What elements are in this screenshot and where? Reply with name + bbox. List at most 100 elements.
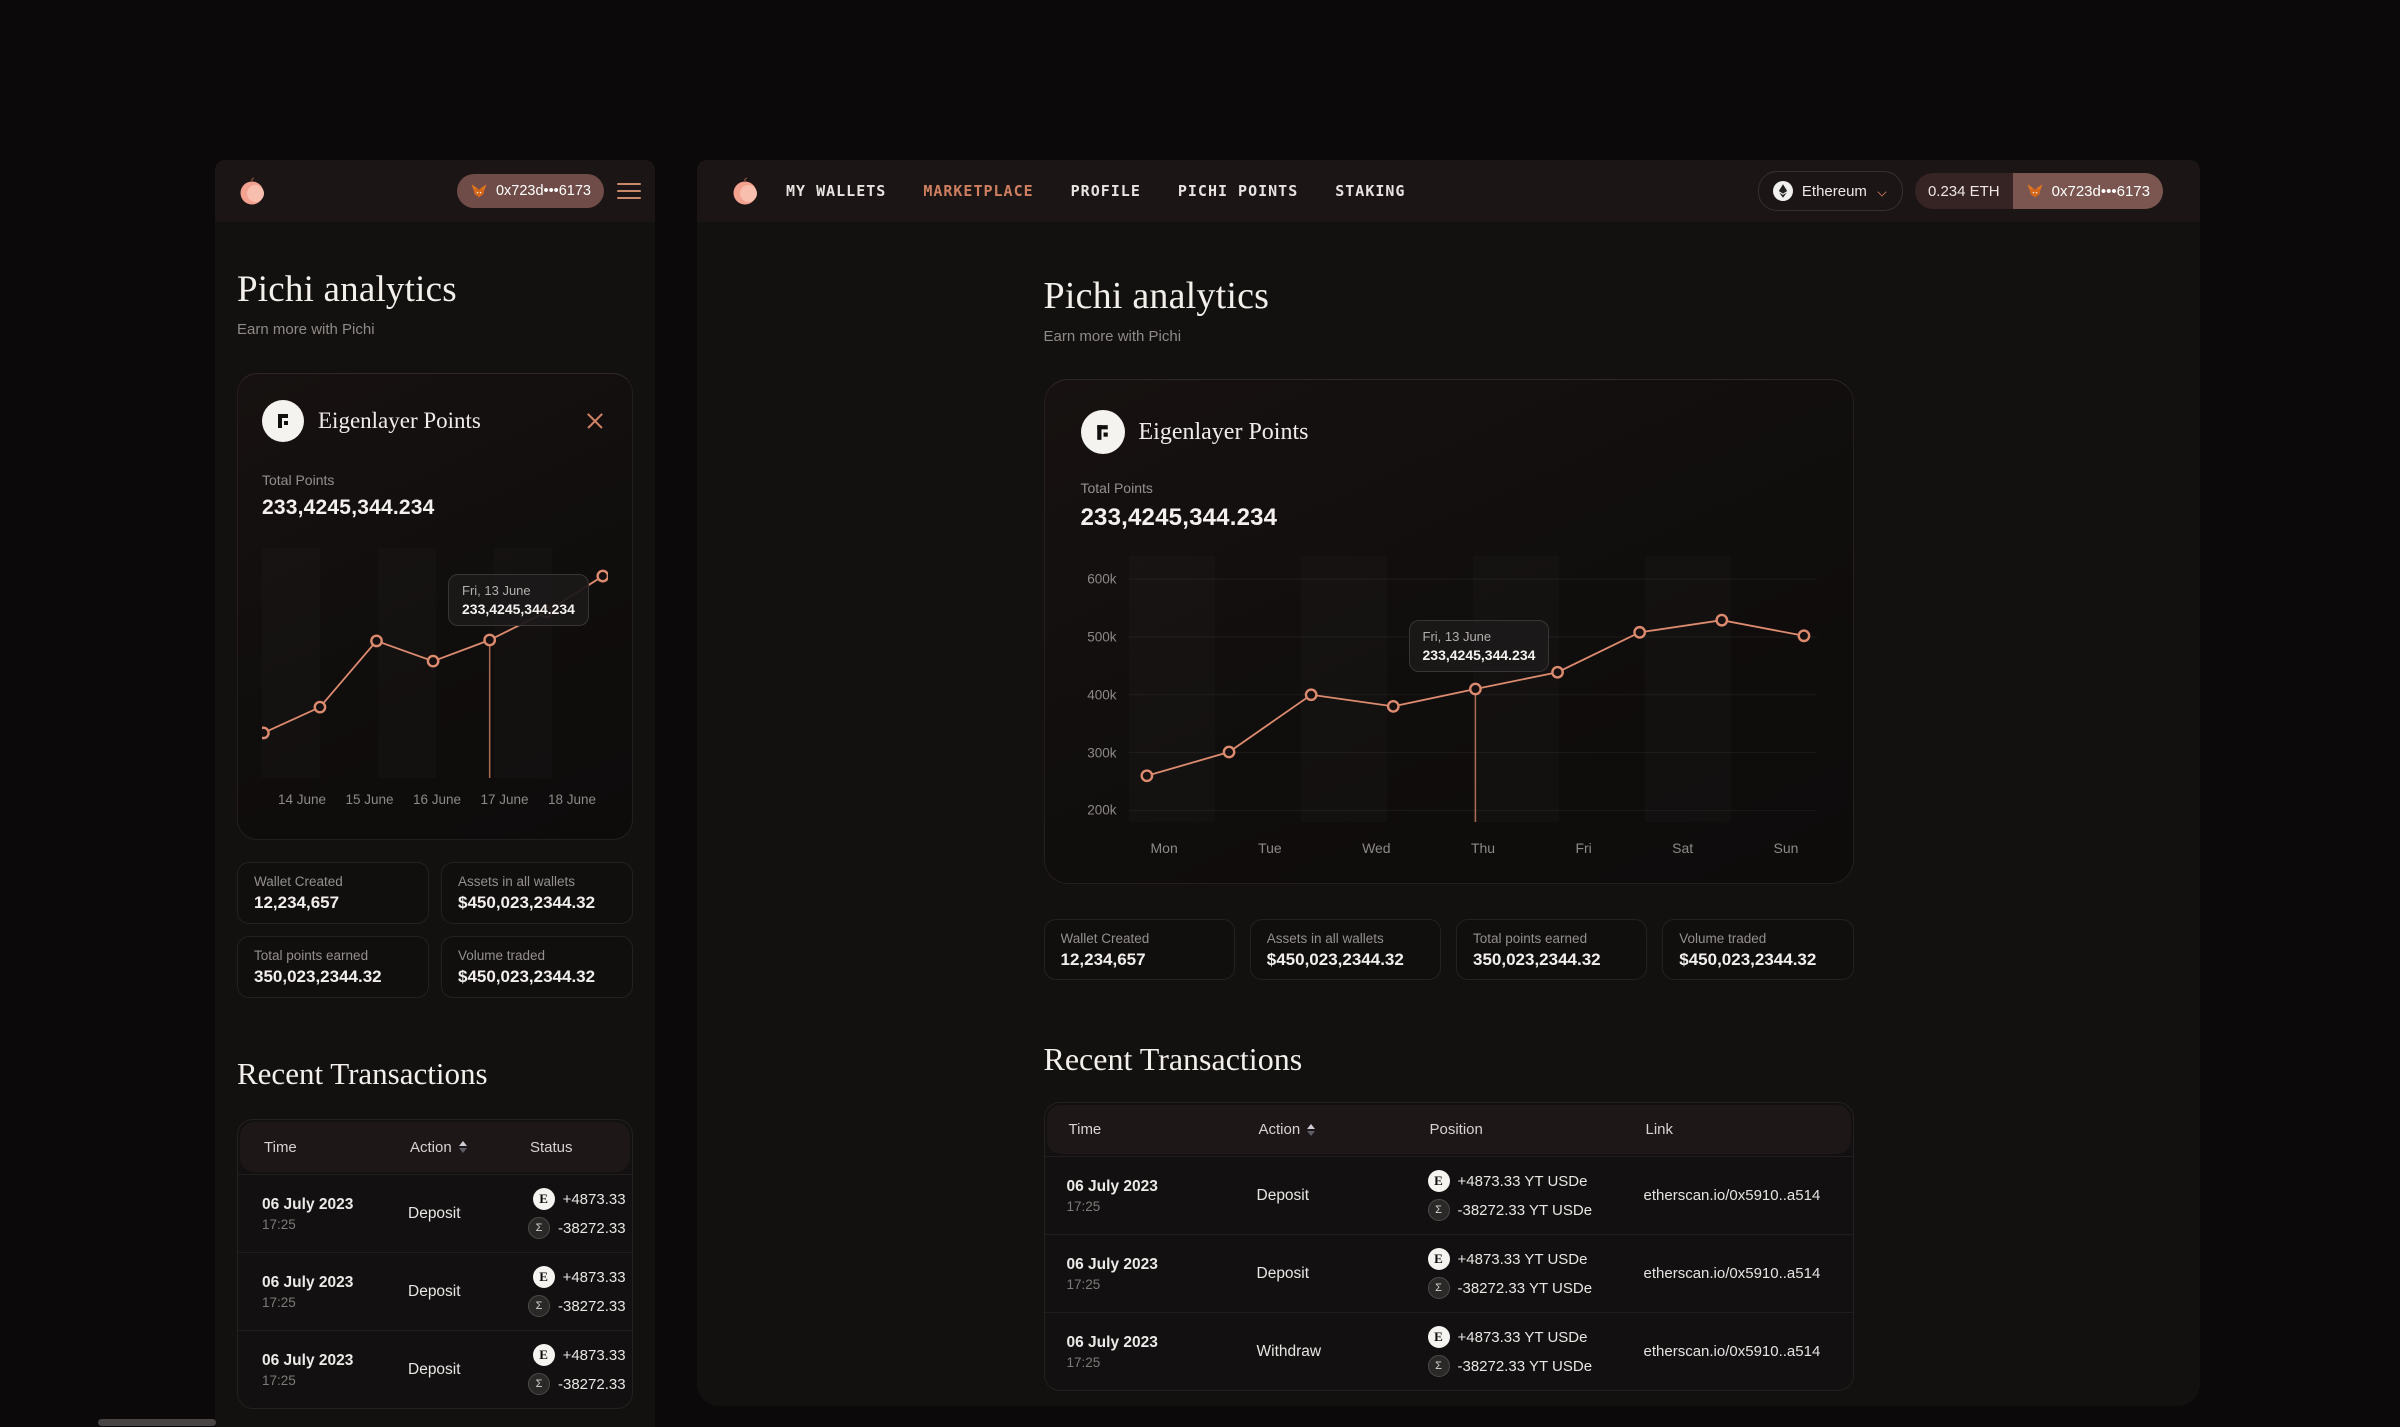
etherscan-link[interactable]: etherscan.io/0x5910..a514 xyxy=(1643,1265,1821,1282)
mobile-frame: 0x723d•••6173 Pichi analytics Earn more … xyxy=(215,160,655,1427)
pichi-logo-icon[interactable] xyxy=(237,176,267,206)
chart-data-point[interactable] xyxy=(1632,625,1646,639)
cell-time: 06 July 2023 17:25 xyxy=(1066,1177,1158,1214)
chevron-down-icon xyxy=(1878,188,1888,194)
total-points-value: 233,4245,344.234 xyxy=(262,496,435,519)
column-action[interactable]: Action xyxy=(410,1139,530,1156)
cell-time: 06 July 2023 17:25 xyxy=(262,1351,354,1388)
eigenlayer-points-card: Eigenlayer Points Total Points 233,4245,… xyxy=(237,373,633,840)
tooltip-value: 233,4245,344.234 xyxy=(1422,647,1536,663)
wallet-balance-pill[interactable]: 0.234 ETH 0x723d•••6173 xyxy=(1914,173,2163,209)
stat-value: $450,023,2344.32 xyxy=(458,893,596,912)
card-title: Eigenlayer Points xyxy=(1138,418,1309,445)
horizontal-scrollbar-thumb[interactable] xyxy=(98,1419,216,1426)
total-points-label: Total Points xyxy=(262,472,335,488)
column-action[interactable]: Action xyxy=(1259,1121,1430,1138)
chart-data-point[interactable] xyxy=(426,654,440,668)
column-time[interactable]: Time xyxy=(1068,1121,1102,1138)
nav-staking[interactable]: STAKING xyxy=(1335,182,1406,200)
table-row[interactable]: 06 July 2023 17:25 Deposit E +4873.33 Σ -3… xyxy=(238,1252,632,1330)
x-axis-tick-label: Fri xyxy=(1575,840,1592,856)
chart-data-point[interactable] xyxy=(483,633,497,647)
line-chart-plot[interactable]: Fri, 13 June 233,4245,344.234 xyxy=(262,548,608,778)
ethena-token-icon: Σ xyxy=(528,1295,550,1317)
table-row[interactable]: 06 July 2023 17:25 Deposit E +4873.33 Σ -3… xyxy=(238,1330,632,1408)
nav-marketplace[interactable]: MARKETPLACE xyxy=(923,182,1034,200)
pichi-logo-icon[interactable] xyxy=(730,176,760,206)
eigenlayer-token-icon: E xyxy=(1427,1248,1450,1270)
mobile-body: Pichi analytics Earn more with Pichi Eig… xyxy=(215,222,655,1409)
cell-action: Deposit xyxy=(408,1360,461,1378)
table-row[interactable]: 06 July 2023 17:25 Deposit E +4873.33 YT … xyxy=(1044,1156,1853,1234)
ethena-token-icon: Σ xyxy=(528,1373,550,1395)
chart-data-point[interactable] xyxy=(370,634,383,648)
chart-data-point[interactable] xyxy=(1222,745,1235,759)
x-axis-tick-label: Tue xyxy=(1258,840,1282,856)
y-axis-tick-label: 600k xyxy=(1087,571,1117,587)
chart-data-point[interactable] xyxy=(1550,665,1564,679)
chart-data-point[interactable] xyxy=(1304,688,1318,702)
chart-data-point[interactable] xyxy=(1139,769,1153,783)
ethena-token-icon: Σ xyxy=(1427,1277,1450,1299)
points-chart: 600k 500k 400k 300k 200k Fri, 13 June 233,42… xyxy=(1081,556,1817,822)
chart-data-point[interactable] xyxy=(313,700,327,714)
sort-icon[interactable] xyxy=(458,1141,467,1153)
cell-time: 06 July 2023 17:25 xyxy=(262,1273,354,1310)
etherscan-link[interactable]: etherscan.io/0x5910..a514 xyxy=(1643,1187,1821,1204)
transactions-title: Recent Transactions xyxy=(237,1056,488,1091)
stats-grid: Wallet Created 12,234,657 Assets in all … xyxy=(237,862,633,998)
x-axis-tick-label: Mon xyxy=(1150,840,1178,856)
column-time[interactable]: Time xyxy=(264,1138,297,1156)
nav-my-wallets[interactable]: MY WALLETS xyxy=(786,182,887,200)
ethena-token-icon: Σ xyxy=(1427,1355,1450,1377)
page-title: Pichi analytics xyxy=(1043,275,1270,317)
stat-label: Volume traded xyxy=(458,948,546,963)
chart-data-point[interactable] xyxy=(1714,613,1728,627)
table-row[interactable]: 06 July 2023 17:25 Deposit E +4873.33 Σ -3… xyxy=(238,1174,632,1252)
wallet-address-button[interactable]: 0x723d•••6173 xyxy=(456,174,604,208)
line-chart-plot[interactable]: Fri, 13 June 233,4245,344.234 xyxy=(1128,556,1817,822)
column-position: Position xyxy=(1429,1121,1483,1138)
x-axis-tick-label: Thu xyxy=(1470,840,1496,856)
x-axis-tick-label: Wed xyxy=(1362,840,1391,856)
cell-position: E +4873.33 YT USDe Σ -38272.33 YT USDe xyxy=(1427,1170,1644,1221)
sort-icon[interactable] xyxy=(1307,1123,1316,1136)
hamburger-menu-icon[interactable] xyxy=(617,183,641,199)
close-icon[interactable] xyxy=(582,408,608,434)
eigenlayer-token-icon: E xyxy=(1427,1170,1450,1192)
nav-profile[interactable]: PROFILE xyxy=(1070,182,1141,200)
nav-pichi-points[interactable]: PICHI POINTS xyxy=(1177,182,1299,200)
x-axis-tick-label: Sat xyxy=(1672,840,1694,856)
chart-data-point[interactable] xyxy=(1386,699,1400,713)
stat-label: Total points earned xyxy=(1473,931,1588,946)
eigenlayer-points-card: Eigenlayer Points Total Points 233,4245,… xyxy=(1043,379,1854,884)
table-row[interactable]: 06 July 2023 17:25 Deposit E +4873.33 YT … xyxy=(1044,1234,1853,1312)
column-status: Status xyxy=(530,1138,573,1156)
metamask-fox-icon xyxy=(471,184,487,198)
table-row[interactable]: 06 July 2023 17:25 Withdraw E +4873.33 YT… xyxy=(1044,1312,1853,1390)
x-axis-tick-label: 14 June xyxy=(278,792,327,807)
desktop-body: Pichi analytics Earn more with Pichi Eig… xyxy=(1043,222,1854,1391)
cell-position: E +4873.33 YT USDe Σ -38272.33 YT USDe xyxy=(1427,1326,1644,1377)
cell-status: E +4873.33 Σ -38272.33 xyxy=(528,1188,626,1239)
chart-data-point[interactable] xyxy=(1468,682,1482,696)
cell-action: Deposit xyxy=(1256,1264,1310,1282)
chart-data-point[interactable] xyxy=(1797,629,1810,643)
column-action-label: Action xyxy=(1258,1121,1301,1138)
network-select[interactable]: Ethereum xyxy=(1757,171,1903,211)
etherscan-link[interactable]: etherscan.io/0x5910..a514 xyxy=(1643,1343,1821,1360)
cell-action: Withdraw xyxy=(1256,1342,1322,1360)
card-title: Eigenlayer Points xyxy=(318,408,481,433)
stat-points-earned: Total points earned 350,023,2344.32 xyxy=(237,936,429,998)
wallet-address-button[interactable]: 0x723d•••6173 xyxy=(2012,173,2163,209)
stat-wallet-created: Wallet Created 12,234,657 xyxy=(237,862,429,924)
cell-action: Deposit xyxy=(1256,1186,1310,1204)
cell-status: E +4873.33 Σ -38272.33 xyxy=(528,1344,626,1395)
wallet-address-label: 0x723d•••6173 xyxy=(2051,182,2150,200)
chart-data-point[interactable] xyxy=(596,569,608,583)
stat-volume: Volume traded $450,023,2344.32 xyxy=(441,936,633,998)
table-header-row: Time Action Position Link xyxy=(1046,1105,1851,1154)
stat-value: 12,234,657 xyxy=(1060,950,1146,969)
chart-data-point[interactable] xyxy=(262,726,270,740)
ethena-token-icon: Σ xyxy=(1427,1199,1450,1221)
